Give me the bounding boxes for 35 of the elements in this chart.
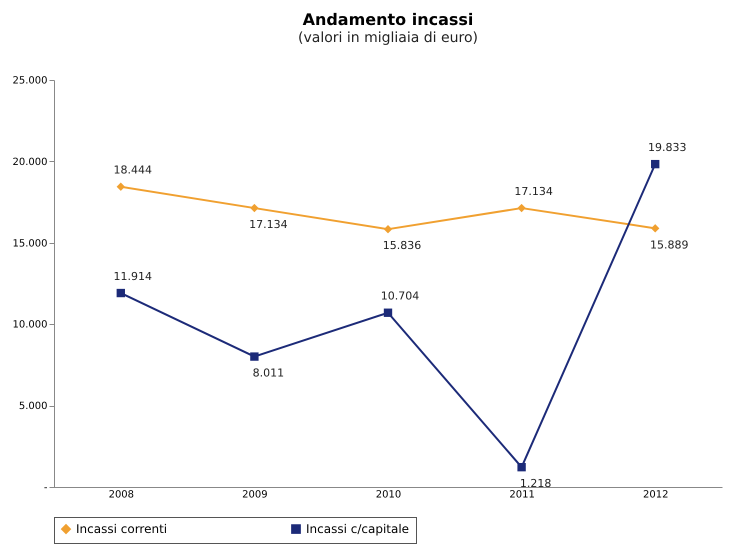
data-label: 17.134 bbox=[249, 218, 288, 232]
point bbox=[116, 182, 125, 191]
data-label: 1.218 bbox=[520, 477, 552, 490]
data-label: 15.836 bbox=[382, 239, 422, 252]
point bbox=[517, 462, 526, 472]
point bbox=[116, 288, 125, 298]
point bbox=[250, 352, 259, 361]
y-tick-label: 5.000 bbox=[18, 401, 48, 412]
point bbox=[651, 160, 660, 168]
y-tick-label: 10.000 bbox=[12, 320, 48, 331]
legend-label: Incassi c/capitale bbox=[306, 522, 410, 536]
data-label: 17.134 bbox=[514, 185, 553, 198]
y-tick-label: 20.000 bbox=[12, 156, 48, 168]
x-tick-label: 2010 bbox=[376, 490, 402, 500]
x-tick-label: 2012 bbox=[642, 490, 668, 500]
point bbox=[384, 308, 392, 317]
data-label: 10.704 bbox=[380, 290, 420, 303]
data-label: 11.914 bbox=[114, 270, 152, 284]
data-label: 19.833 bbox=[648, 141, 686, 154]
point bbox=[651, 224, 660, 233]
legend-label: Incassi correnti bbox=[76, 522, 168, 536]
chart-title: Andamento incassi bbox=[302, 10, 474, 29]
data-label: 15.889 bbox=[650, 238, 688, 252]
point bbox=[250, 204, 259, 212]
point bbox=[384, 225, 392, 234]
x-tick-label: 2009 bbox=[242, 490, 268, 500]
x-tick-label: 2008 bbox=[108, 490, 134, 500]
point bbox=[517, 204, 526, 212]
data-label: 18.444 bbox=[114, 164, 152, 177]
data-label: 8.011 bbox=[252, 366, 284, 380]
y-tick-label: - bbox=[44, 482, 48, 494]
y-tick-label: 15.000 bbox=[12, 238, 48, 250]
x-tick-label: 2011 bbox=[509, 490, 535, 500]
y-tick-label: 25.000 bbox=[12, 76, 48, 86]
chart-subtitle: (valori in migliaia di euro) bbox=[298, 30, 478, 46]
